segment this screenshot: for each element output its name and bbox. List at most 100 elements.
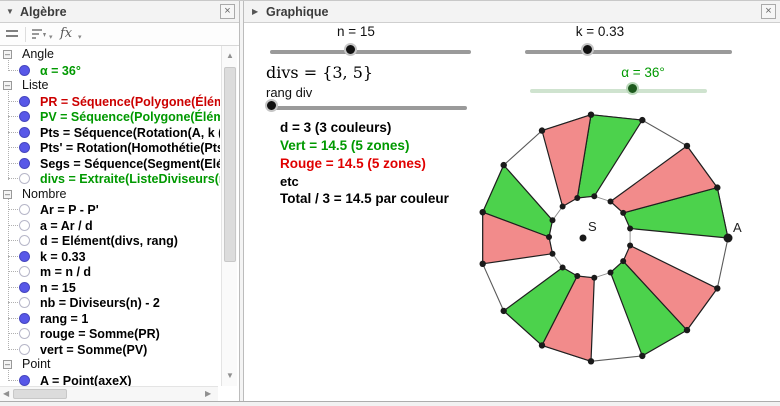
function-tools-icon[interactable]: fx — [60, 26, 73, 41]
slider-n-track[interactable] — [270, 50, 471, 54]
collapse-triangle-icon[interactable]: ▼ — [6, 7, 14, 16]
visibility-off-dot[interactable] — [19, 266, 30, 277]
center-point[interactable] — [579, 234, 587, 242]
visibility-on-dot[interactable] — [19, 374, 30, 386]
visibility-off-dot[interactable] — [19, 235, 30, 246]
divs-math-text[interactable]: divs = {3, 5} — [266, 63, 374, 82]
collapse-minus-icon[interactable]: – — [3, 359, 12, 369]
visibility-on-dot[interactable] — [19, 157, 30, 169]
outer-vertex-point[interactable] — [479, 260, 486, 267]
vertical-scroll-thumb[interactable] — [224, 67, 236, 262]
sort-caret-icon[interactable]: ▾ — [49, 34, 53, 41]
visibility-off-dot[interactable] — [19, 219, 30, 231]
scroll-right-icon[interactable]: ▶ — [205, 389, 212, 398]
visibility-on-dot[interactable] — [19, 250, 30, 262]
algebra-close-icon[interactable]: × — [220, 4, 235, 19]
algebra-item-row[interactable]: Segs = Séquence(Segment(Elém — [0, 156, 220, 172]
visibility-off-dot[interactable] — [19, 173, 30, 184]
algebra-category-nombre[interactable]: – Nombre — [3, 186, 67, 201]
outer-vertex-point[interactable] — [714, 184, 721, 191]
algebra-item-row[interactable]: Pts' = Rotation(Homothétie(Pts, k — [0, 140, 220, 156]
visibility-on-dot[interactable] — [19, 142, 30, 153]
auxiliary-objects-icon[interactable] — [5, 27, 21, 46]
outer-vertex-point[interactable] — [639, 116, 646, 124]
inner-vertex-point[interactable] — [627, 242, 634, 249]
outer-vertex-point[interactable] — [587, 358, 595, 365]
info-total-text[interactable]: Total / 3 = 14.5 par couleur — [280, 191, 449, 206]
outer-vertex-point[interactable] — [500, 307, 507, 315]
horizontal-scroll-thumb[interactable] — [13, 389, 67, 399]
vertical-scrollbar[interactable]: ▲ ▼ — [221, 46, 237, 386]
info-etc-text[interactable]: etc — [280, 174, 299, 189]
inner-vertex-point[interactable] — [546, 234, 552, 240]
algebra-item-row[interactable]: α = 36° — [0, 63, 220, 79]
outer-vertex-point[interactable] — [538, 342, 546, 349]
horizontal-scrollbar[interactable]: ◀ ▶ — [0, 386, 218, 401]
info-vert-text[interactable]: Vert = 14.5 (5 zones) — [280, 138, 410, 153]
outer-vertex-point[interactable] — [723, 233, 733, 243]
algebra-item-row[interactable]: divs = Extraite(ListeDiviseurs(n), — [0, 171, 220, 187]
algebra-item-row[interactable]: k = 0.33 — [0, 249, 220, 265]
inner-vertex-point[interactable] — [620, 209, 627, 216]
algebra-item-row[interactable]: vert = Somme(PV) — [0, 342, 220, 358]
outer-vertex-point[interactable] — [500, 161, 507, 169]
scroll-up-icon[interactable]: ▲ — [226, 51, 234, 60]
inner-vertex-point[interactable] — [574, 273, 581, 279]
panel-divider[interactable] — [239, 1, 244, 401]
visibility-on-dot[interactable] — [19, 281, 30, 293]
slider-alpha-track[interactable] — [530, 89, 707, 93]
slider-n-knob[interactable] — [344, 43, 357, 56]
visibility-on-dot[interactable] — [19, 312, 30, 324]
visibility-off-dot[interactable] — [19, 204, 30, 215]
algebra-item-row[interactable]: a = Ar / d — [0, 218, 220, 234]
inner-vertex-point[interactable] — [559, 203, 566, 210]
graphics-close-icon[interactable]: × — [761, 4, 776, 19]
algebra-item-row[interactable]: n = 15 — [0, 280, 220, 296]
inner-vertex-point[interactable] — [559, 264, 566, 271]
outer-vertex-point[interactable] — [538, 127, 546, 134]
algebra-item-row[interactable]: A = Point(axeX) — [0, 373, 220, 386]
slider-rang-track[interactable] — [267, 106, 467, 110]
scroll-down-icon[interactable]: ▼ — [226, 371, 234, 380]
outer-vertex-point[interactable] — [714, 285, 721, 292]
algebra-item-row[interactable]: rouge = Somme(PR) — [0, 326, 220, 342]
visibility-on-dot[interactable] — [19, 126, 30, 138]
visibility-off-dot[interactable] — [19, 297, 30, 308]
algebra-item-row[interactable]: nb = Diviseurs(n) - 2 — [0, 295, 220, 311]
algebra-category-angle[interactable]: – Angle — [3, 47, 54, 61]
slider-alpha-knob[interactable] — [626, 82, 639, 95]
inner-vertex-point[interactable] — [591, 193, 598, 200]
visibility-on-dot[interactable] — [19, 111, 30, 122]
collapse-minus-icon[interactable]: – — [3, 80, 12, 90]
slider-k-track[interactable] — [525, 50, 732, 54]
algebra-category-liste[interactable]: – Liste — [3, 78, 49, 92]
inner-vertex-point[interactable] — [574, 195, 581, 201]
outer-vertex-point[interactable] — [683, 142, 691, 150]
sort-objects-icon[interactable] — [31, 27, 47, 46]
fx-caret-icon[interactable]: ▾ — [78, 34, 82, 41]
expand-triangle-icon[interactable]: ▶ — [252, 7, 259, 16]
algebra-item-row[interactable]: d = Elément(divs, rang) — [0, 233, 220, 249]
visibility-on-dot[interactable] — [19, 64, 30, 76]
algebra-item-row[interactable]: Ar = P - P' — [0, 202, 220, 218]
collapse-minus-icon[interactable]: – — [3, 49, 12, 59]
inner-vertex-point[interactable] — [549, 250, 556, 257]
algebra-item-row[interactable]: PV = Séquence(Polygone(Élémen — [0, 109, 220, 125]
algebra-item-row[interactable]: m = n / d — [0, 264, 220, 280]
visibility-on-dot[interactable] — [19, 95, 30, 107]
inner-vertex-point[interactable] — [607, 198, 614, 205]
algebra-category-point[interactable]: – Point — [3, 357, 51, 371]
visibility-off-dot[interactable] — [19, 328, 30, 339]
slider-k-knob[interactable] — [581, 43, 594, 56]
info-rouge-text[interactable]: Rouge = 14.5 (5 zones) — [280, 156, 426, 171]
algebra-item-row[interactable]: rang = 1 — [0, 311, 220, 327]
inner-vertex-point[interactable] — [620, 258, 627, 265]
inner-vertex-point[interactable] — [627, 225, 634, 232]
outer-vertex-point[interactable] — [639, 352, 646, 360]
inner-vertex-point[interactable] — [607, 269, 614, 276]
scroll-left-icon[interactable]: ◀ — [3, 389, 10, 398]
outer-vertex-point[interactable] — [683, 326, 691, 334]
outer-vertex-point[interactable] — [587, 111, 595, 118]
